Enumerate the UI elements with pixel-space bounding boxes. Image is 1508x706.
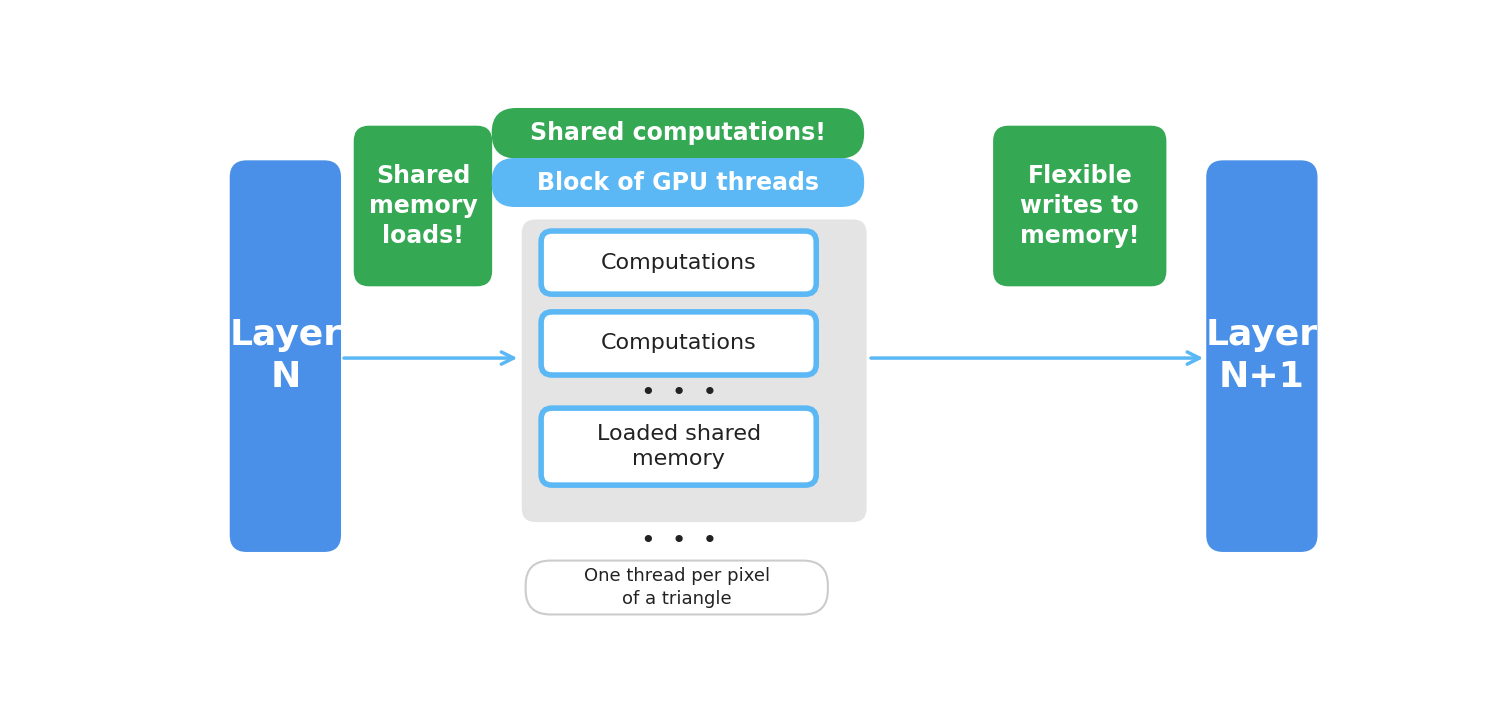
Text: Computations: Computations [600, 253, 757, 273]
FancyBboxPatch shape [354, 127, 490, 285]
FancyBboxPatch shape [522, 220, 867, 522]
Text: Shared computations!: Shared computations! [529, 121, 826, 145]
Text: Block of GPU threads: Block of GPU threads [537, 171, 819, 195]
FancyBboxPatch shape [541, 312, 816, 375]
FancyBboxPatch shape [1208, 162, 1316, 551]
Text: Computations: Computations [600, 333, 757, 354]
Text: Loaded shared
memory: Loaded shared memory [597, 424, 760, 469]
FancyBboxPatch shape [493, 109, 863, 157]
FancyBboxPatch shape [541, 231, 816, 294]
Text: Flexible
writes to
memory!: Flexible writes to memory! [1019, 164, 1140, 248]
Text: Shared
memory
loads!: Shared memory loads! [368, 164, 478, 248]
FancyBboxPatch shape [994, 127, 1166, 285]
Text: Layer
N: Layer N [229, 318, 341, 394]
Text: One thread per pixel
of a triangle: One thread per pixel of a triangle [584, 568, 769, 608]
FancyBboxPatch shape [493, 160, 863, 205]
Text: Layer
N+1: Layer N+1 [1206, 318, 1318, 394]
Text: •  •  •: • • • [641, 381, 718, 405]
FancyBboxPatch shape [526, 561, 828, 614]
FancyBboxPatch shape [231, 162, 339, 551]
FancyBboxPatch shape [541, 408, 816, 485]
Text: •  •  •: • • • [641, 530, 718, 554]
